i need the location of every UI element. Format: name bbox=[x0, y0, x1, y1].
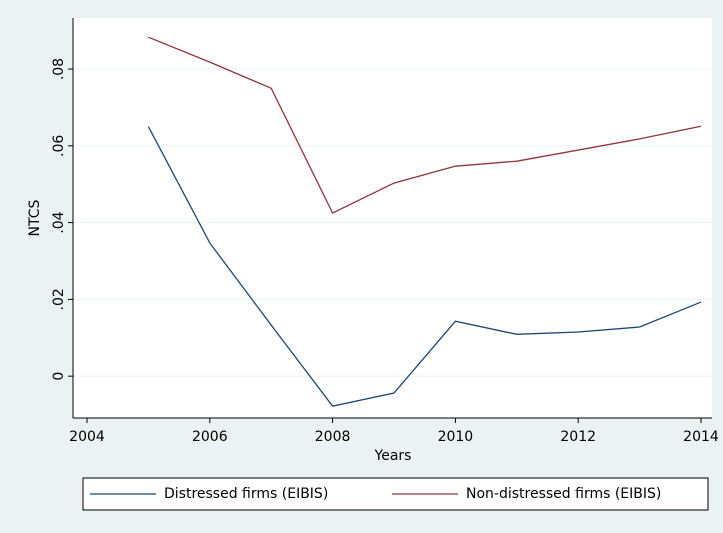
x-tick-label: 2012 bbox=[560, 429, 596, 445]
y-tick-label: .02 bbox=[51, 288, 67, 310]
line-series bbox=[147, 126, 702, 407]
x-axis-label: Years bbox=[374, 448, 412, 464]
y-tick-label: 0 bbox=[51, 372, 67, 381]
legend-label: Distressed firms (EIBIS) bbox=[164, 486, 328, 502]
x-tick-label: 2010 bbox=[438, 429, 474, 445]
x-tick-label: 2014 bbox=[683, 429, 719, 445]
y-tick-label: .06 bbox=[51, 135, 67, 157]
y-tick-label: .08 bbox=[51, 58, 67, 80]
legend-label: Non-distressed firms (EIBIS) bbox=[466, 486, 661, 502]
x-tick-label: 2008 bbox=[315, 429, 351, 445]
line-series bbox=[148, 36, 702, 214]
y-axis-label: NTCS bbox=[27, 199, 43, 236]
plot-area bbox=[73, 18, 712, 418]
y-tick-label: .04 bbox=[51, 211, 67, 233]
x-tick-label: 2006 bbox=[192, 429, 228, 445]
x-tick-label: 2004 bbox=[69, 429, 105, 445]
